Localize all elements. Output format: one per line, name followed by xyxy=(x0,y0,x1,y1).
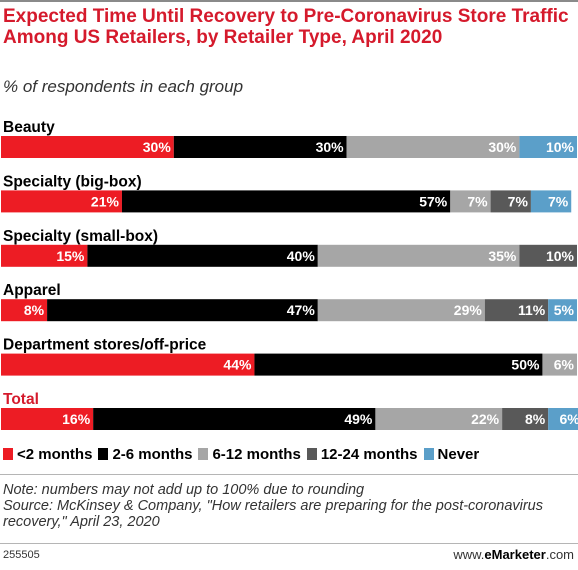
bar-specialty-big-box-never xyxy=(530,190,572,213)
data-label-beauty-6-12-months: 30% xyxy=(488,139,517,155)
legend-label-never: Never xyxy=(437,445,480,463)
data-label-beauty-never: 10% xyxy=(546,139,575,155)
data-label-specialty-small-box-12-24-months: 10% xyxy=(546,248,575,264)
brand-prefix: www. xyxy=(453,547,485,562)
bar-total-never xyxy=(548,408,578,430)
bar-department-stores-off-price-6-12-months xyxy=(542,353,577,376)
data-label-specialty-small-box-2-months: 15% xyxy=(56,248,85,264)
legend-item-6-12-months: 6-12 months xyxy=(198,445,301,463)
bar-specialty-small-box-2-months xyxy=(1,244,88,267)
chart-subtitle: % of respondents in each group xyxy=(3,77,244,96)
bar-specialty-big-box-12-24-months xyxy=(490,190,531,213)
bar-specialty-small-box-12-24-months xyxy=(519,244,577,267)
bar-specialty-small-box-2-6-months xyxy=(87,244,318,267)
legend-label-2-6-months: 2-6 months xyxy=(112,445,193,463)
legend-item-never: Never xyxy=(423,445,480,463)
bar-apparel-2-months xyxy=(1,299,48,322)
footer-divider xyxy=(0,543,578,544)
bar-specialty-big-box-6-12-months xyxy=(450,190,491,213)
data-label-total-6-12-months: 22% xyxy=(471,411,500,427)
bar-apparel-never xyxy=(548,299,577,322)
bar-apparel-2-6-months xyxy=(47,299,318,322)
legend-item-2-months: <2 months xyxy=(3,446,92,463)
data-label-total-12-24-months: 8% xyxy=(525,411,546,427)
stacked-bar-chart: Beauty 30% 30% 30% 10% Specialty (big-box) 21%… xyxy=(1,119,578,430)
bar-specialty-big-box-2-months xyxy=(1,190,122,213)
bar-total-2-6-months xyxy=(93,408,376,430)
data-label-specialty-small-box-6-12-months: 35% xyxy=(488,248,517,264)
bar-department-stores-off-price-2-months xyxy=(1,353,255,376)
bar-beauty-2-6-months xyxy=(173,136,347,158)
data-label-total-never: 6% xyxy=(560,411,578,427)
legend-item-2-6-months: 2-6 months xyxy=(98,446,192,463)
bar-department-stores-off-price-2-6-months xyxy=(254,353,543,376)
data-label-total-2-months: 16% xyxy=(62,411,91,427)
data-label-specialty-big-box-2-months: 21% xyxy=(91,193,120,209)
legend-swatch-2-months xyxy=(3,448,13,460)
data-label-apparel-never: 5% xyxy=(554,302,575,318)
bar-beauty-2-months xyxy=(1,136,174,158)
legend-swatch-12-24-months xyxy=(306,448,317,460)
legend-label-2-months: <2 months xyxy=(17,445,93,463)
footnote-note: Note: numbers may not add up to 100% due… xyxy=(3,482,365,498)
bar-total-6-12-months xyxy=(375,408,503,430)
category-label-beauty: Beauty xyxy=(3,119,55,136)
bar-beauty-6-12-months xyxy=(346,136,520,158)
data-label-apparel-2-6-months: 47% xyxy=(287,302,316,318)
footnote-source: Source: McKinsey & Company, "How retaile… xyxy=(3,498,543,530)
category-label-specialty-big-box: Specialty (big-box) xyxy=(3,173,142,190)
legend-label-6-12-months: 6-12 months xyxy=(212,445,301,463)
data-label-specialty-big-box-2-6-months: 57% xyxy=(419,193,448,209)
data-label-specialty-big-box-6-12-months: 7% xyxy=(467,193,488,209)
data-label-department-stores-off-price-6-12-months: 6% xyxy=(554,357,575,373)
legend-swatch-never xyxy=(423,448,434,460)
chart-id: 255505 xyxy=(3,549,40,561)
data-label-department-stores-off-price-2-months: 44% xyxy=(223,357,252,373)
data-label-department-stores-off-price-2-6-months: 50% xyxy=(511,357,540,373)
bar-apparel-6-12-months xyxy=(317,299,485,322)
top-rule xyxy=(0,0,578,2)
category-label-total: Total xyxy=(3,391,39,408)
footnote: Note: numbers may not add up to 100% due… xyxy=(3,482,573,530)
legend-item-12-24-months: 12-24 months xyxy=(306,445,418,463)
brand-suffix: .com xyxy=(545,547,574,562)
bar-specialty-small-box-6-12-months xyxy=(317,244,520,267)
data-label-specialty-big-box-12-24-months: 7% xyxy=(508,193,529,209)
data-label-specialty-big-box-never: 7% xyxy=(548,193,569,209)
data-label-beauty-2-months: 30% xyxy=(143,139,172,155)
emarketer-brand: www.eMarketer.com xyxy=(453,547,574,562)
bar-specialty-big-box-2-6-months xyxy=(121,190,451,213)
chart-legend: <2 months 2-6 months 6-12 months 12-24 mont… xyxy=(3,444,577,464)
footer: 255505 www.eMarketer.com xyxy=(0,547,578,567)
data-label-apparel-6-12-months: 29% xyxy=(454,302,483,318)
data-label-specialty-small-box-2-6-months: 40% xyxy=(287,248,316,264)
bar-total-12-24-months xyxy=(502,408,549,430)
bar-beauty-never xyxy=(519,136,577,158)
legend-swatch-6-12-months xyxy=(198,448,209,460)
legend-divider xyxy=(0,474,578,475)
bar-total-2-months xyxy=(1,408,94,430)
bar-apparel-12-24-months xyxy=(484,299,549,322)
legend-label-12-24-months: 12-24 months xyxy=(320,445,418,463)
chart-title: Expected Time Until Recovery to Pre-Coro… xyxy=(3,6,569,48)
legend-swatch-2-6-months xyxy=(98,448,109,460)
brand-name: eMarketer xyxy=(484,547,546,562)
category-label-department-stores-off-price: Department stores/off-price xyxy=(3,337,207,354)
data-label-apparel-12-24-months: 11% xyxy=(518,302,546,318)
data-label-total-2-6-months: 49% xyxy=(344,411,373,427)
data-label-apparel-2-months: 8% xyxy=(24,302,45,318)
data-label-beauty-2-6-months: 30% xyxy=(316,139,345,155)
category-label-apparel: Apparel xyxy=(3,282,61,299)
category-label-specialty-small-box: Specialty (small-box) xyxy=(3,228,158,245)
